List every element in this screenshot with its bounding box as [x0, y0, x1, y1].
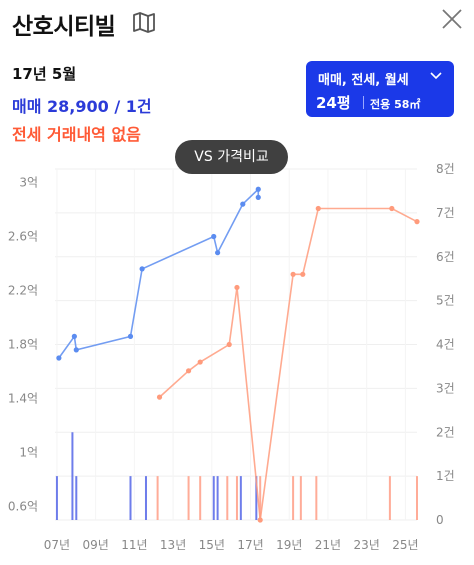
right-axis-label: 5건	[436, 294, 455, 308]
lease-volume-bar	[235, 476, 238, 520]
x-axis-label: 09년	[82, 538, 108, 552]
lease-volume-bar	[187, 476, 190, 520]
x-axis-label: 13년	[160, 538, 186, 552]
lease-volume-bar	[388, 476, 391, 520]
x-axis-label: 15년	[199, 538, 225, 552]
trade-date: 17년 5월	[12, 65, 77, 83]
lease-price-line	[158, 207, 418, 521]
lease-volume-bar	[199, 476, 202, 520]
x-axis-label: 07년	[44, 538, 70, 552]
left-axis-label: 2.6억	[8, 230, 38, 244]
right-axis-label: 3건	[436, 381, 455, 395]
left-axis-label: 3억	[19, 176, 38, 190]
lease-volume-bar	[315, 476, 318, 520]
sale-price-point	[73, 347, 79, 353]
sale-volume-bar	[239, 476, 242, 520]
close-icon[interactable]	[440, 7, 464, 31]
lease-volume-bar	[416, 476, 418, 520]
lease-summary: 전세 거래내역 없음	[12, 125, 141, 144]
sale-volume-bar	[212, 476, 215, 520]
sale-volume-bar	[216, 476, 219, 520]
price-chart[interactable]: 3억 2.6억 2.2억 1.8억 1.4억 1억 0.6억 8건 7건 6건 5건 4건 3건 2건 1건…	[0, 155, 474, 565]
sale-price-point	[215, 250, 221, 256]
sale-volume-bar	[144, 476, 147, 520]
x-axis-label: 21년	[315, 538, 341, 552]
chevron-down-icon	[430, 72, 442, 80]
right-axis-label: 1건	[436, 469, 455, 483]
lease-price-point	[290, 271, 296, 277]
lease-volume-bar	[226, 476, 229, 520]
right-axis-label: 8건	[436, 162, 455, 176]
x-axis-label: 23년	[354, 538, 380, 552]
sale-price-point	[255, 186, 261, 192]
lease-price-point	[300, 271, 306, 277]
lease-volume-bar	[299, 476, 302, 520]
lease-price-point	[315, 205, 321, 212]
lease-price-point	[156, 394, 163, 400]
lease-price-point	[257, 517, 263, 523]
sale-price-point	[127, 333, 134, 339]
left-axis-label: 1.4억	[8, 392, 38, 406]
right-axis-label: 2건	[436, 425, 455, 439]
left-axis-label: 2.2억	[8, 284, 38, 298]
lease-volume-bar	[292, 476, 295, 520]
map-icon[interactable]	[132, 11, 156, 33]
left-axis-label: 0.6억	[8, 500, 38, 514]
lease-price-point	[414, 219, 420, 225]
sale-price-point	[139, 266, 145, 272]
sale-volume-bar	[255, 476, 258, 520]
compare-button[interactable]: VS 가격비교	[175, 140, 288, 174]
left-axis-label: 1억	[19, 446, 38, 460]
sale-volume-bar	[75, 476, 78, 520]
left-axis-label: 1.8억	[8, 338, 38, 352]
right-axis-label: 7건	[436, 206, 455, 220]
x-axis-label: 19년	[276, 538, 302, 552]
x-axis-label: 17년	[237, 538, 263, 552]
lease-price-point	[185, 368, 192, 374]
sale-volume-bar	[129, 476, 132, 520]
sale-price-point	[240, 201, 246, 207]
sale-price-point	[211, 233, 217, 240]
filter-size: 24평	[316, 94, 351, 112]
sale-price-point	[255, 194, 261, 200]
sale-price-line	[58, 187, 260, 359]
x-axis-label: 25년	[392, 538, 418, 552]
filter-types: 매매, 전세, 월세	[318, 73, 409, 88]
sale-summary: 매매 28,900 / 1건	[12, 97, 152, 116]
lease-price-point	[234, 284, 240, 291]
sale-volume-bar	[71, 432, 74, 520]
sale-volume-bar	[55, 476, 58, 520]
page-title: 산호시티빌	[12, 14, 116, 40]
sale-price-point	[71, 333, 77, 339]
filter-button[interactable]: 매매, 전세, 월세 24평 전용 58㎡	[306, 61, 454, 117]
header: 산호시티빌	[0, 0, 474, 50]
lease-volume-bar	[156, 476, 159, 520]
lease-price-point	[197, 359, 203, 365]
lease-volume-bar	[259, 476, 262, 520]
filter-divider	[363, 96, 364, 109]
right-axis-label: 0	[436, 513, 444, 527]
lease-price-point	[389, 205, 395, 212]
sale-price-point	[56, 355, 62, 361]
lease-price-point	[226, 341, 232, 348]
x-axis-label: 11년	[121, 538, 147, 552]
right-axis-label: 6건	[436, 250, 455, 264]
right-axis-label: 4건	[436, 338, 455, 352]
filter-area: 전용 58㎡	[370, 98, 421, 111]
